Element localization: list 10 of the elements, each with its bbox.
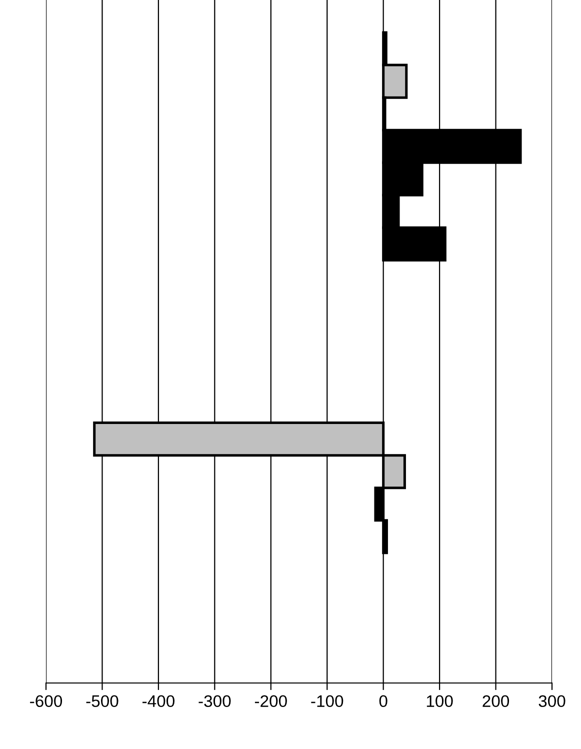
x-tick-label: -500 [86,695,118,708]
x-tick-label: -600 [30,695,62,708]
x-tick-label: 0 [379,695,388,708]
x-tick-label: -300 [198,695,231,708]
x-tick-label: 100 [426,695,453,708]
x-tick-label: -400 [142,695,174,708]
x-tick-label: -200 [254,695,287,708]
x-tick-label: -100 [311,695,344,708]
x-tick-label: 300 [538,695,566,708]
x-tick-label: 200 [482,695,510,708]
